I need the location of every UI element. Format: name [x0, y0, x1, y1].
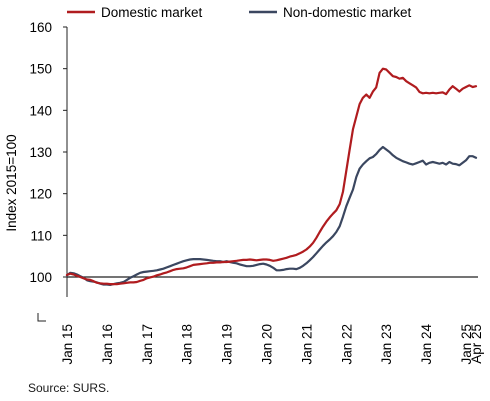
y-tick-label: 130	[29, 145, 52, 160]
y-tick-label: 150	[29, 62, 52, 77]
y-tick-label: 140	[29, 103, 52, 118]
legend-label-domestic-market: Domestic market	[101, 5, 203, 20]
y-axis-title: Index 2015=100	[4, 134, 19, 231]
series-lines	[65, 67, 478, 286]
y-tick-label: 110	[30, 228, 52, 243]
y-tick-label: 160	[29, 20, 52, 35]
source-note: Source: SURS.	[28, 381, 110, 395]
series-line-domestic-market	[65, 67, 478, 286]
x-tick-label: Jan 22	[339, 324, 354, 365]
x-tick-label: Jan 15	[60, 324, 75, 365]
y-tick-label: 120	[29, 187, 52, 202]
legend: Domestic market Non-domestic market	[67, 5, 412, 20]
x-tick-label: Apr 25	[469, 324, 484, 364]
x-axis: Jan 15 Jan 16 Jan 17 Jan 18 Jan 19 Jan 20 Jan …	[60, 324, 484, 365]
series-line-non-domestic-market	[65, 145, 478, 286]
x-tick-label: Jan 18	[180, 324, 195, 365]
x-tick-label: Jan 23	[379, 324, 394, 365]
legend-label-non-domestic-market: Non-domestic market	[283, 5, 412, 20]
x-tick-label: Jan 19	[220, 324, 235, 365]
x-tick-label: Jan 25	[459, 324, 474, 365]
plot-area	[37, 27, 478, 322]
x-tick-label: Jan 20	[260, 324, 275, 365]
x-tick-label: Jan 17	[140, 324, 155, 365]
y-axis: 100 110 120 130 140 150 160	[29, 20, 67, 285]
x-tick-label: Jan 21	[299, 324, 314, 365]
y-tick-label: 100	[29, 270, 52, 285]
x-tick-label: Jan 24	[419, 324, 434, 365]
x-tick-label: Jan 16	[100, 324, 115, 365]
axis-break-mark	[37, 313, 46, 322]
